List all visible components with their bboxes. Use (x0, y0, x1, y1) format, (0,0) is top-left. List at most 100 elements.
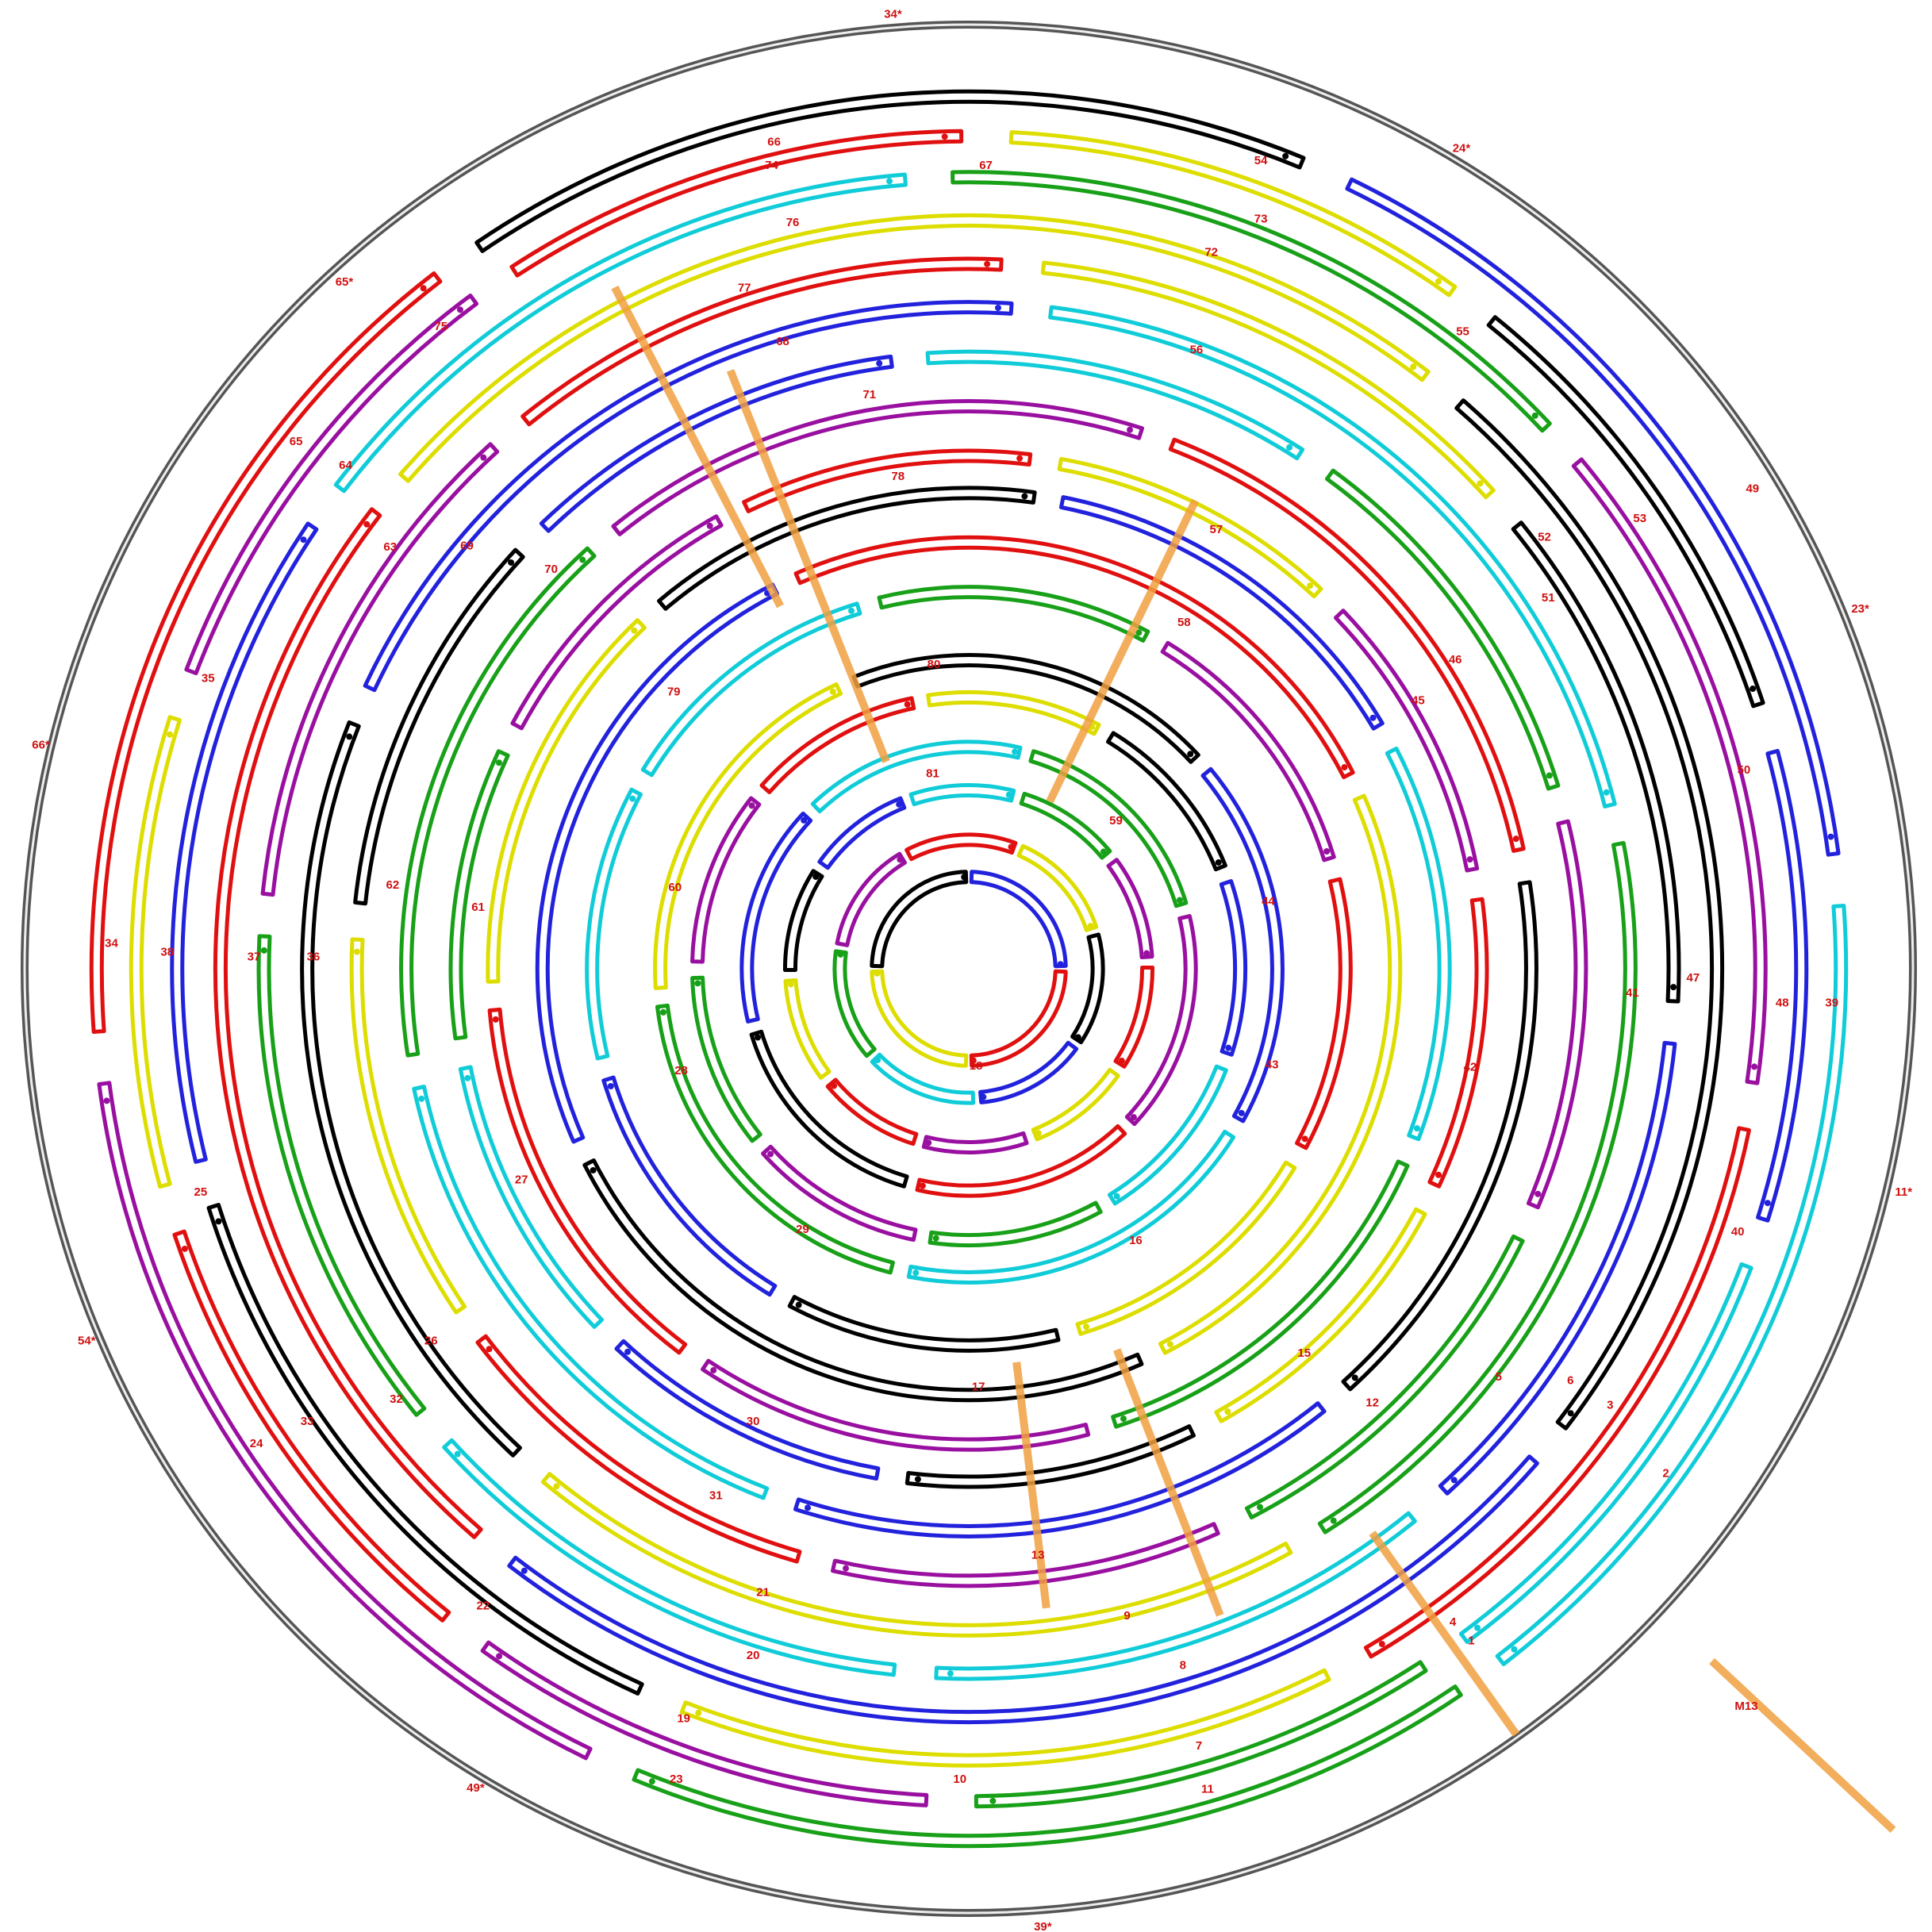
strand-arc (810, 739, 1023, 814)
strand-end (346, 733, 353, 740)
strand-arc (1244, 1234, 1525, 1519)
strand-label: 72 (1204, 245, 1218, 259)
strand-label: 68 (776, 335, 789, 348)
strand-arc (749, 1029, 909, 1189)
strand-end (904, 701, 911, 708)
strand-arc (1334, 609, 1480, 873)
strand-end (1435, 1171, 1442, 1178)
strand-end (492, 1016, 499, 1023)
strand-label: 71 (862, 388, 876, 401)
strand-arc (170, 521, 319, 1164)
strand-arc (1200, 766, 1285, 1123)
strand-end (837, 951, 844, 958)
strand-end (1130, 1114, 1137, 1121)
strand-label: 21 (756, 1585, 770, 1599)
strand-label: 25 (194, 1185, 208, 1199)
strand-end (755, 1034, 762, 1041)
strand-end (1512, 835, 1519, 843)
strand-end (848, 607, 855, 614)
crossover-label: 66* (32, 739, 50, 752)
strand-arc (300, 720, 522, 1458)
strand-end (804, 1504, 811, 1511)
strand-arc (539, 354, 894, 533)
strand-label: 65 (290, 435, 303, 448)
strand-arc (601, 1075, 778, 1297)
strand-end (456, 306, 463, 313)
strand-end (1113, 1193, 1120, 1200)
strand-label: 2 (1662, 1467, 1669, 1481)
strand-end (695, 1709, 702, 1716)
strand-arc (1427, 897, 1489, 1189)
strand-label: 48 (1776, 996, 1789, 1009)
strand-arc (1317, 840, 1638, 1534)
strand-end (1057, 961, 1064, 968)
strand-label: 64 (339, 459, 352, 472)
strand-label: 40 (1731, 1225, 1745, 1239)
strand-arc (832, 949, 877, 1058)
strand-label: 63 (383, 540, 397, 554)
strand-arc (817, 796, 907, 870)
strand-arc (1028, 749, 1189, 908)
strand-label: 66 (767, 135, 781, 148)
strand-label: 62 (386, 878, 399, 892)
strand-end (1410, 363, 1417, 371)
crossover-label: 34* (884, 8, 902, 21)
strand-label: 54 (1254, 154, 1268, 167)
strand-arc (399, 546, 597, 1058)
strand-arc (1111, 1159, 1410, 1429)
strand-end (1567, 1410, 1574, 1417)
strand-arc (1341, 880, 1538, 1392)
strand-arc (877, 585, 1150, 643)
strand-end (1166, 1341, 1173, 1348)
strand-end (919, 1182, 926, 1189)
strand-end (1225, 1044, 1232, 1051)
strand-label: 35 (202, 671, 215, 685)
strand-end (464, 1074, 471, 1081)
strand-end (363, 520, 371, 528)
strand-label: 43 (1266, 1058, 1279, 1071)
strand-label: 46 (1449, 653, 1462, 666)
strand-arc (1363, 1126, 1751, 1659)
strand-label: 79 (667, 686, 681, 699)
strand-end (812, 873, 820, 880)
strand-end (1074, 1034, 1081, 1041)
strand-end (984, 260, 991, 267)
strand-end (932, 1235, 939, 1242)
strand-label: 19 (677, 1712, 690, 1726)
strand-end (1120, 1415, 1127, 1423)
strand-end (912, 1269, 920, 1277)
strand-label: 57 (1210, 523, 1223, 536)
strand-end (454, 1450, 461, 1458)
strand-end (1127, 426, 1134, 433)
strand-end (260, 947, 267, 954)
strand-end (994, 304, 1001, 311)
strand-end (418, 1095, 425, 1102)
strand-arc (1107, 1064, 1228, 1206)
strand-arc (97, 1081, 593, 1761)
strand-arc (1214, 1207, 1427, 1423)
strand-end (874, 970, 881, 977)
strand-end (961, 874, 968, 881)
strand-label: 80 (928, 658, 941, 671)
strand-label: 59 (1109, 814, 1123, 828)
crossover-bar (1012, 1362, 1051, 1609)
strand-arc (640, 601, 862, 778)
strand-label: 45 (1412, 693, 1425, 707)
strand-label: 33 (301, 1415, 314, 1428)
strand-arc (870, 870, 969, 969)
strand-end (648, 1778, 655, 1785)
strand-end (1035, 1130, 1042, 1137)
strand-label: 8 (1180, 1659, 1186, 1673)
strand-end (1413, 1125, 1420, 1132)
strand-arc (690, 796, 762, 964)
strand-end (843, 1565, 850, 1572)
strand-label: 26 (424, 1335, 438, 1348)
strand-arc (487, 1007, 688, 1355)
crossover-bar (1046, 498, 1200, 804)
strand-arc (1756, 748, 1809, 1223)
strand-arc (908, 782, 1016, 807)
strand-label: 4 (1450, 1615, 1457, 1629)
strand-label: 28 (674, 1064, 688, 1077)
strand-label: 50 (1738, 763, 1751, 777)
strand-label: 73 (1254, 212, 1268, 225)
